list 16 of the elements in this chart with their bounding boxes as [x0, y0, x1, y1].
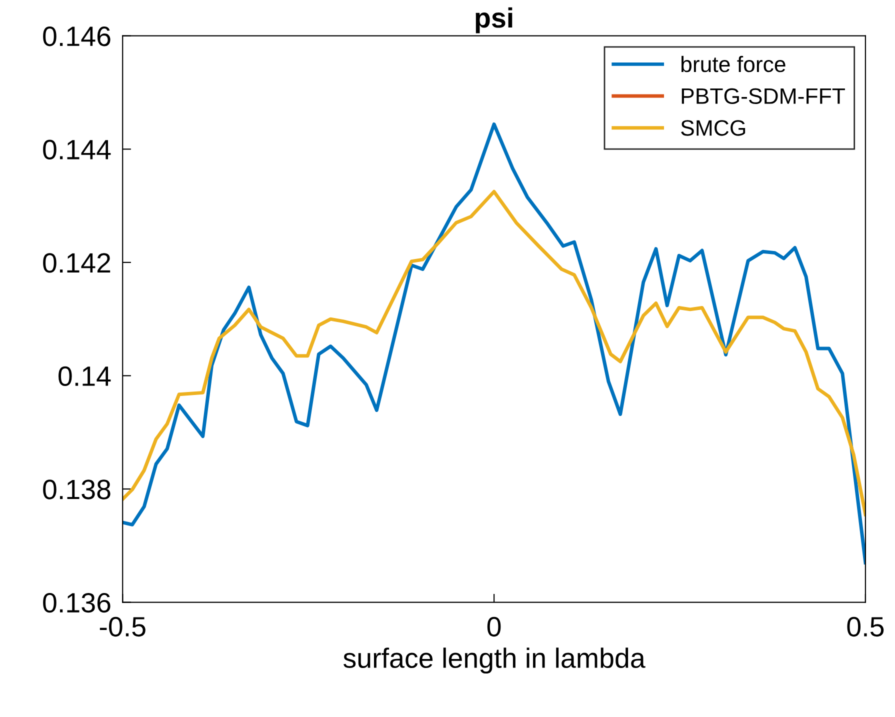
y-tick-label: 0.144 [43, 140, 111, 160]
y-tick-label: 0.14 [58, 366, 111, 386]
x-tick-label: 0.5 [847, 616, 884, 637]
y-tick-label: 0.146 [43, 26, 110, 46]
y-tick-label: 0.138 [43, 480, 110, 500]
legend-label: SMCG [681, 120, 746, 136]
line-series [122, 190, 866, 516]
x-tick-label: 0 [487, 616, 501, 637]
y-tick-label: 0.136 [43, 592, 110, 613]
legend-label: brute force [681, 56, 786, 72]
x-axis-title: surface length in lambda [343, 648, 646, 674]
chart-title: psi [476, 7, 512, 34]
y-tick-label: 0.142 [43, 253, 110, 273]
legend-label: PBTG-SDM-FFT [682, 88, 845, 104]
line-series [122, 122, 866, 564]
x-tick-label: -0.5 [100, 616, 146, 637]
